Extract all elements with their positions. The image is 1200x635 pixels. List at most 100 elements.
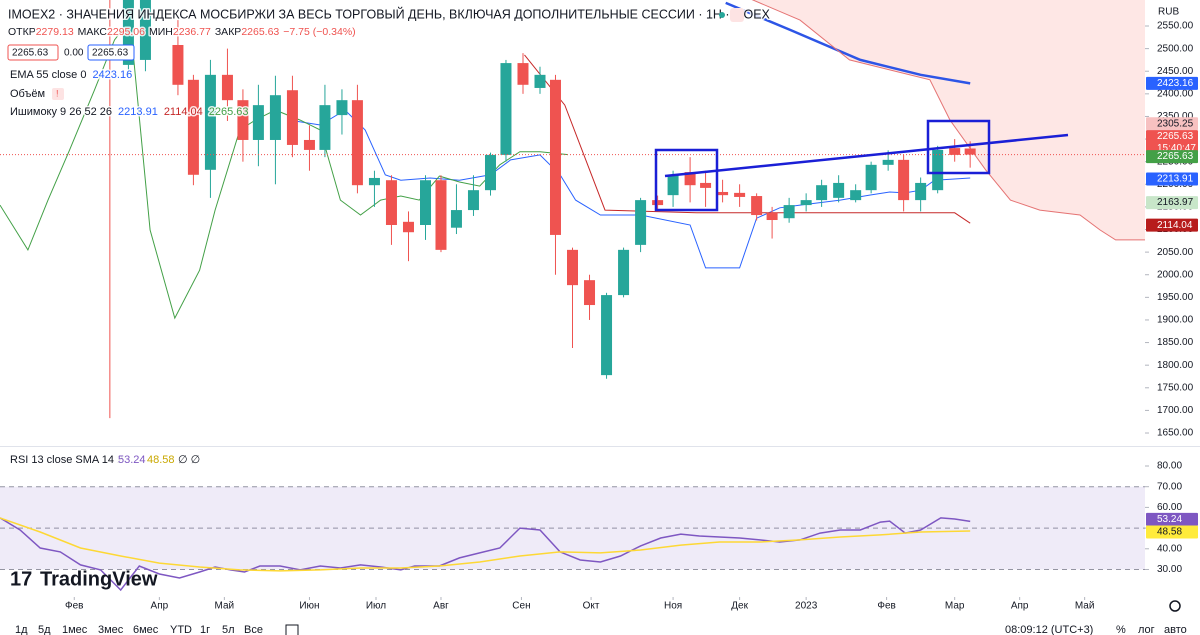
option-button[interactable]: лог xyxy=(1138,624,1155,635)
rsi-badge xyxy=(1146,525,1198,539)
ohlc-name: МАКС xyxy=(78,26,108,38)
input-box[interactable] xyxy=(87,44,135,61)
range-button[interactable]: 1мес xyxy=(62,624,88,635)
indicator-value: 2265.63 xyxy=(209,106,249,118)
y-tick-label: 2450.00 xyxy=(1157,66,1194,77)
range-button[interactable]: 5д xyxy=(38,624,51,635)
indicator-value: 2114.04 xyxy=(164,106,203,118)
candle-body xyxy=(122,0,134,65)
ohlc-value: 2265.63 xyxy=(241,26,279,38)
warning-icon xyxy=(52,88,64,100)
candle-body xyxy=(584,280,596,306)
candle-body xyxy=(303,139,315,150)
candle-body xyxy=(420,180,432,225)
rsi-legend-extra: ∅ ∅ xyxy=(178,454,200,466)
candle-body xyxy=(684,172,696,186)
y-tick-label: 1800.00 xyxy=(1157,360,1194,371)
candle-body xyxy=(252,105,264,140)
x-tick-label: Фев xyxy=(877,601,895,612)
candle-body xyxy=(351,100,363,186)
y-tick-label: 2050.00 xyxy=(1157,247,1194,258)
x-tick-label: Май xyxy=(215,601,235,612)
price-badge-label: 2305.25 xyxy=(1157,118,1194,129)
countdown: 15:40:47 xyxy=(1157,143,1196,154)
price-badge-label: 2114.04 xyxy=(1157,220,1193,231)
x-tick-label: Июн xyxy=(299,601,319,612)
candle-body xyxy=(833,182,845,198)
status-badge xyxy=(730,8,744,22)
option-button[interactable]: % xyxy=(1116,624,1126,635)
ichimoku-line xyxy=(751,0,1145,241)
candle-body xyxy=(800,200,812,206)
currency: RUB xyxy=(1158,7,1179,18)
ichimoku-cloud xyxy=(739,0,1145,240)
range-button[interactable]: YTD xyxy=(170,624,192,635)
y-tick-label: 2550.00 xyxy=(1157,21,1194,32)
y-tick-label: 30.00 xyxy=(1157,564,1182,575)
indicator-value: 2423.16 xyxy=(92,69,132,81)
price-badge-label: 2423.16 xyxy=(1157,78,1194,89)
brand-logo: TradingView xyxy=(40,568,158,590)
candle-body xyxy=(667,174,679,196)
candle-body xyxy=(500,63,512,155)
settings-icon[interactable] xyxy=(1169,600,1181,612)
price-badge xyxy=(1146,172,1198,186)
ohlc-name: ОТКР xyxy=(8,26,36,38)
status-dot xyxy=(719,12,725,18)
x-tick-label: Сен xyxy=(512,601,530,612)
candle-body xyxy=(286,90,298,145)
candle-body xyxy=(766,212,778,221)
indicator-legend: Ишимоку 9 26 52 26 xyxy=(10,106,112,118)
candle-body xyxy=(898,159,910,201)
candle-body xyxy=(269,95,281,140)
candle-body xyxy=(517,63,529,85)
y-tick-label: 60.00 xyxy=(1157,502,1182,513)
y-tick-label: 1950.00 xyxy=(1157,292,1194,303)
candle-body xyxy=(368,177,380,186)
price-pane xyxy=(0,0,1145,419)
price-badge xyxy=(1146,196,1198,210)
range-button[interactable]: 1г xyxy=(200,624,210,635)
candle-body xyxy=(567,249,578,286)
candle-body xyxy=(783,205,795,219)
y-tick-label: 2500.00 xyxy=(1157,43,1194,54)
price-badge-label: 2265.63 xyxy=(1157,151,1194,162)
candle-body xyxy=(385,180,397,225)
candle-body xyxy=(221,74,233,101)
candle-body xyxy=(204,74,216,170)
range-button[interactable]: 1д xyxy=(15,624,28,635)
candle-body xyxy=(467,190,479,211)
input-box[interactable] xyxy=(7,44,59,61)
x-tick-label: Авг xyxy=(433,601,449,612)
x-tick-label: Май xyxy=(1075,601,1095,612)
price-badge xyxy=(1146,76,1198,90)
candle-body xyxy=(549,79,561,235)
candle-body xyxy=(172,44,184,85)
range-button[interactable]: 6мес xyxy=(133,624,159,635)
candle-body xyxy=(751,196,763,216)
calendar-icon[interactable] xyxy=(285,624,299,635)
candle-body xyxy=(915,182,927,201)
y-tick-label: 1650.00 xyxy=(1157,428,1194,439)
range-button[interactable]: 3мес xyxy=(98,624,124,635)
drawn-trend-line xyxy=(664,133,1069,178)
ohlc-value: 2279.13 xyxy=(36,26,74,38)
chart-title: IMOEX2 · ЗНАЧЕНИЯ ИНДЕКСА МОСБИРЖИ ЗА ВЕ… xyxy=(8,6,771,21)
warning-mark: ! xyxy=(56,88,59,98)
price-badge xyxy=(1146,130,1198,156)
x-tick-label: Апр xyxy=(1011,601,1029,612)
price-badge-label: 2163.97 xyxy=(1157,197,1194,208)
rsi-badge xyxy=(1146,512,1198,526)
option-button[interactable]: авто xyxy=(1164,624,1187,635)
rsi-legend-value: 53.24 xyxy=(118,454,146,466)
candle-body xyxy=(932,149,944,191)
range-button[interactable]: Все xyxy=(244,624,263,635)
ohlc-name: МИН xyxy=(149,26,173,38)
indicator-value: 2213.91 xyxy=(118,106,158,118)
drawn-rectangle xyxy=(654,148,719,212)
range-button[interactable]: 5л xyxy=(222,624,235,635)
ohlc-value: 2295.06 xyxy=(107,26,145,38)
price-badge-label: 2265.63 xyxy=(1157,131,1194,142)
